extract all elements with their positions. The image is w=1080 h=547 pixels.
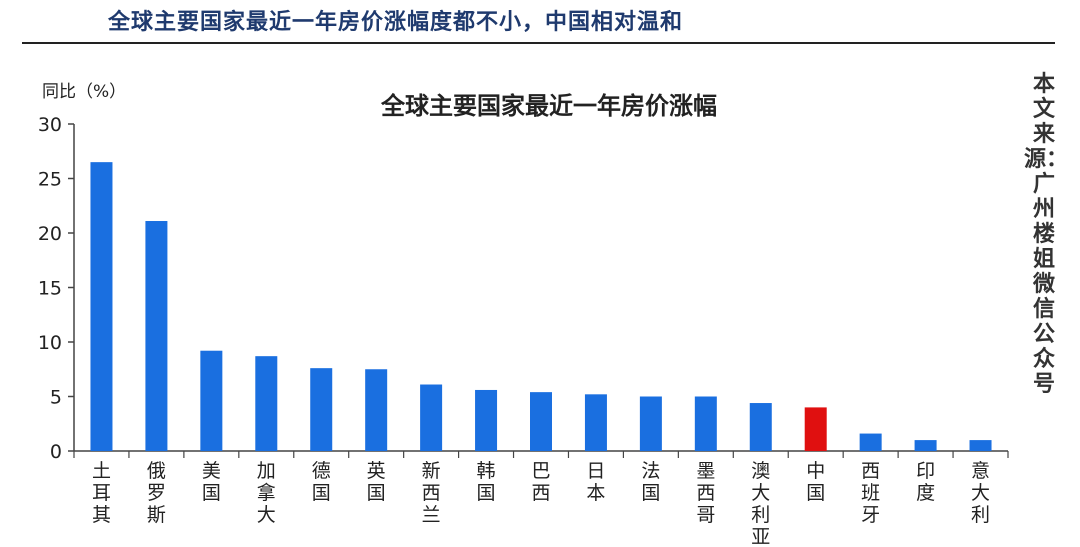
x-tick-label: 意大利 xyxy=(971,460,990,526)
y-axis: 0 5 10 15 20 25 30 xyxy=(38,114,75,463)
bar-17 xyxy=(969,440,992,451)
x-tick-label: 英国 xyxy=(367,460,386,504)
bar-11 xyxy=(639,396,662,451)
bar-15 xyxy=(859,433,882,451)
bar-7 xyxy=(420,384,443,451)
bar-2 xyxy=(145,221,168,451)
x-tick-label: 澳大利亚 xyxy=(751,460,770,547)
x-tick-label: 法国 xyxy=(641,460,660,504)
x-tick-label: 日本 xyxy=(586,460,605,504)
x-tick-label: 印度 xyxy=(916,460,935,504)
chart-title: 全球主要国家最近一年房价涨幅 xyxy=(380,92,717,120)
bars xyxy=(90,162,992,451)
x-tick-label: 西班牙 xyxy=(861,460,880,526)
x-tick-label: 俄罗斯 xyxy=(147,460,166,526)
source-note: 本文来源：广州楼姐 微信公众号 xyxy=(1024,72,1069,397)
bar-10 xyxy=(584,394,607,451)
y-axis-label: 同比（%） xyxy=(42,82,126,102)
x-tick-label: 韩国 xyxy=(477,460,496,504)
x-tick-label: 新西兰 xyxy=(422,460,441,526)
bar-14 xyxy=(804,407,827,451)
bar-9 xyxy=(530,392,552,451)
y-tick-label: 30 xyxy=(38,114,62,136)
bar-12 xyxy=(694,396,717,451)
x-tick-label: 加拿大 xyxy=(257,460,276,526)
x-tick-label: 巴西 xyxy=(531,460,550,504)
bar-6 xyxy=(365,369,388,451)
headline-divider xyxy=(22,42,1055,44)
bar-16 xyxy=(914,440,937,451)
x-tick-label: 德国 xyxy=(312,460,331,504)
x-axis xyxy=(73,450,1009,458)
bar-3 xyxy=(200,350,223,451)
bar-8 xyxy=(475,389,498,451)
bar-5 xyxy=(310,368,333,451)
bar-1 xyxy=(90,162,113,451)
x-tick-label: 中国 xyxy=(806,460,825,504)
bar-4 xyxy=(255,356,278,451)
headline: 全球主要国家最近一年房价涨幅度都不小，中国相对温和 xyxy=(108,9,684,35)
x-tick-label: 土耳其 xyxy=(92,460,111,526)
y-tick-label: 10 xyxy=(38,332,62,354)
bar-13 xyxy=(749,403,772,451)
y-tick-label: 15 xyxy=(38,278,62,300)
y-tick-label: 20 xyxy=(38,223,62,245)
x-tick-label: 墨西哥 xyxy=(696,460,715,526)
y-tick-label: 0 xyxy=(50,441,62,463)
y-tick-label: 5 xyxy=(50,387,62,409)
y-tick-label: 25 xyxy=(38,169,62,191)
x-tick-label: 美国 xyxy=(202,460,221,504)
